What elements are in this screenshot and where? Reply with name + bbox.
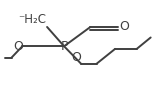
Text: P: P [60,40,68,53]
Text: ⁻H₂C: ⁻H₂C [18,13,46,26]
Text: O: O [71,51,81,64]
Text: O: O [119,20,129,33]
Text: O: O [13,40,23,53]
